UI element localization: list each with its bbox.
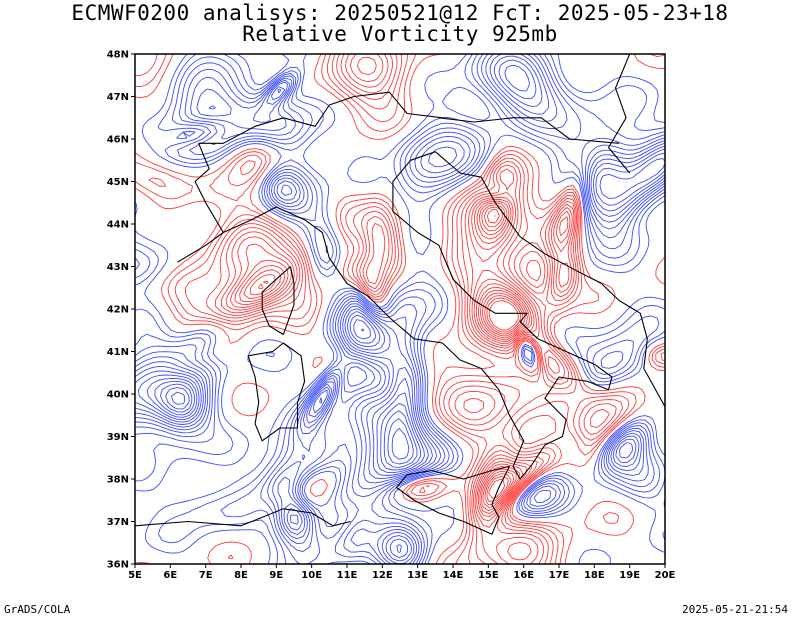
negative-vorticity-contour — [170, 391, 185, 405]
lon-label: 7E — [199, 570, 213, 581]
lon-label: 14E — [443, 570, 464, 581]
lon-label: 18E — [584, 570, 605, 581]
negative-vorticity-contour — [135, 59, 665, 562]
lon-label: 13E — [407, 570, 428, 581]
footer-credit: GrADS/COLA — [4, 603, 71, 616]
lon-label: 10E — [301, 570, 322, 581]
negative-vorticity-contour — [135, 54, 665, 564]
lat-label: 47N — [107, 92, 129, 103]
lat-label: 45N — [107, 177, 129, 188]
plot-background — [135, 54, 665, 564]
negative-vorticity-contour — [160, 328, 414, 465]
negative-vorticity-contour — [135, 54, 665, 564]
coastline — [177, 232, 224, 263]
axis-ticks: 36N 37N 38N 39N 40N 41N 42N 43N 44N 45N 46N 47N 48N 5… — [107, 50, 676, 582]
lon-label: 11E — [337, 570, 358, 581]
lon-label: 19E — [619, 570, 640, 581]
vorticity-field — [135, 54, 665, 564]
coastline — [194, 143, 224, 233]
lat-label: 42N — [107, 305, 129, 316]
positive-vorticity-contour — [206, 54, 617, 564]
footer-timestamp: 2025-05-21-21:54 — [682, 603, 788, 616]
positive-vorticity-contour — [184, 54, 665, 564]
map-title: ECMWF0200 analisys: 20250521@12 FcT: 202… — [71, 1, 729, 25]
positive-vorticity-contour — [488, 215, 519, 499]
lat-label: 36N — [107, 560, 129, 571]
lat-label: 40N — [107, 390, 129, 401]
positive-vorticity-contour — [135, 54, 665, 564]
lat-label: 38N — [107, 475, 129, 486]
coastline — [607, 54, 631, 174]
negative-vorticity-contour — [135, 54, 665, 564]
lon-label: 20E — [655, 570, 676, 581]
negative-vorticity-contour — [135, 54, 665, 564]
lat-label: 44N — [107, 220, 129, 231]
positive-vorticity-contour — [258, 208, 522, 502]
negative-vorticity-contour — [146, 158, 665, 553]
positive-vorticity-contour — [234, 200, 569, 515]
coastline — [198, 91, 443, 144]
lon-label: 6E — [163, 570, 177, 581]
map-subtitle: Relative Vorticity 925mb — [242, 22, 558, 46]
positive-vorticity-contour — [239, 202, 528, 512]
lon-label: 16E — [513, 570, 534, 581]
lat-label: 48N — [107, 50, 129, 61]
positive-vorticity-contour — [220, 54, 575, 564]
negative-vorticity-contour — [135, 54, 665, 564]
lon-label: 9E — [269, 570, 283, 581]
positive-vorticity-contour — [135, 54, 665, 564]
coastline — [135, 508, 351, 527]
lon-label: 5E — [128, 570, 142, 581]
negative-vorticity-contour — [165, 387, 410, 460]
lat-label: 39N — [107, 432, 129, 443]
lon-label: 15E — [478, 570, 499, 581]
negative-vorticity-contour — [135, 54, 665, 564]
negative-vorticity-contour — [135, 54, 665, 564]
negative-vorticity-contour — [137, 64, 665, 559]
coastline — [247, 342, 306, 442]
coastline — [223, 151, 613, 480]
positive-vorticity-contour — [225, 54, 573, 561]
lon-label: 8E — [234, 570, 248, 581]
negative-vorticity-contour — [154, 319, 418, 468]
lat-label: 43N — [107, 262, 129, 273]
lon-label: 12E — [372, 570, 393, 581]
positive-vorticity-contour — [214, 54, 610, 564]
coastlines — [135, 54, 665, 535]
positive-vorticity-contour — [229, 56, 571, 518]
positive-vorticity-contour — [243, 204, 526, 509]
lon-label: 17E — [549, 570, 570, 581]
coastline — [261, 266, 295, 336]
coastline — [438, 117, 620, 144]
coastline — [434, 151, 665, 407]
coastline — [395, 465, 510, 535]
lat-label: 41N — [107, 347, 129, 358]
lat-label: 37N — [107, 517, 129, 528]
positive-vorticity-contour — [135, 54, 665, 564]
lat-label: 46N — [107, 135, 129, 146]
